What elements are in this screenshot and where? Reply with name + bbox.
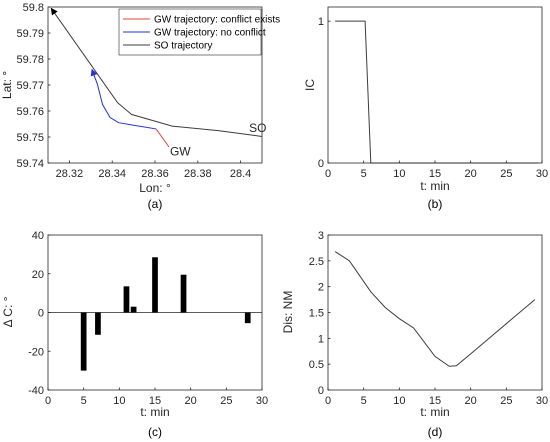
panel-a-xtick-label: 28.38 [184,168,212,180]
panel-d-series-line [334,251,536,367]
panel-b-xtick-label: 15 [429,168,441,180]
panel-d-xtick-label: 15 [429,395,441,407]
panel-a-ytick-label: 59.77 [16,80,44,92]
panel-c-bar [80,312,87,371]
panel-c-xtick-label: 10 [113,395,125,407]
panel-c-xtick-label: 5 [81,395,87,407]
panel-a-series-line [50,7,263,137]
panel-d-xtick-label: 10 [393,395,405,407]
panel-d-ticks: 0 5 10 15 20 25 30 0 0.5 1 1.5 2 2.5 3 [309,230,548,407]
panel-b-ylabel: IC [303,79,317,91]
legend-entry-so: SO trajectory [154,41,212,52]
panel-d-xtick-label: 20 [465,395,477,407]
panel-a-ytick-label: 59.74 [16,158,44,170]
panel-a-axes-box [47,6,263,164]
panel-a-trajectory-chart: 28.32 28.34 28.36 28.38 28.4 59.74 59.75 59.76 5… [0,2,280,211]
panel-c-ytick-label: 40 [32,230,44,242]
panel-c-ylabel: Δ C: ° [1,296,15,327]
panel-c-bar [130,306,137,313]
panel-c-bar [152,257,158,313]
panel-b-ytick-label: 0 [318,158,324,170]
panel-a-tick-marks [48,6,242,164]
panel-c-xtick-label: 0 [45,395,51,407]
panel-a-legend: GW trajectory: conflict exists GW trajec… [118,8,280,56]
panel-d-series [334,251,536,367]
panel-d-xtick-label: 30 [536,395,548,407]
panel-d-ytick-label: 0 [318,385,324,397]
panel-a-caption: (a) [148,197,163,211]
panel-a-annotation-gw: GW [170,144,191,158]
panel-b-xlabel: t: min [420,179,449,193]
panel-c-ticks: 0 5 10 15 20 25 30 -40 -20 0 20 40 [28,230,268,407]
panel-b-ic-chart: 0 5 10 15 20 25 30 0 1 t: min IC (b) [303,6,548,211]
panel-c-bar [123,286,130,313]
panel-d-tick-marks [327,234,543,391]
panel-b-ytick-label: 1 [318,16,324,28]
panel-b-tick-marks [327,20,543,164]
panel-a-ytick-label: 59.8 [23,2,44,14]
panel-c-axes-box [47,234,263,391]
panel-d-ylabel: Dis: NM [281,291,295,334]
panel-b-xtick-label: 5 [361,168,367,180]
panel-a-ylabel: Lat: ° [0,71,14,99]
panel-a-series-line [90,68,157,130]
panel-a-xtick-label: 28.36 [141,168,169,180]
panel-b-xtick-label: 20 [465,168,477,180]
panel-d-ytick-label: 1.5 [309,308,324,320]
panel-d-ytick-label: 2.5 [309,256,324,268]
panel-c-caption: (c) [148,425,162,439]
panel-a-ytick-label: 59.79 [16,28,44,40]
panel-d-ytick-label: 1 [318,333,324,345]
panel-d-ytick-label: 2 [318,282,324,294]
panel-b-xtick-label: 30 [536,168,548,180]
panel-c-xtick-label: 25 [220,395,232,407]
panel-d-xtick-label: 0 [325,395,331,407]
panel-a-xlabel: Lon: ° [139,181,171,195]
panel-b-series [335,20,539,164]
panel-b-axes-box [327,6,543,164]
panel-c-bar [180,274,187,313]
panel-b-ticks: 0 5 10 15 20 25 30 0 1 [318,16,548,180]
panel-a-xtick-label: 28.32 [56,168,84,180]
panel-b-caption: (b) [428,197,443,211]
panel-a-ytick-label: 59.76 [16,106,44,118]
panel-a-series-line [155,128,170,148]
panel-c-xtick-label: 20 [185,395,197,407]
panel-c-bar [244,312,251,324]
legend-entry-conflict: GW trajectory: conflict exists [154,15,280,26]
panel-b-xtick-label: 25 [500,168,512,180]
panel-c-bar [95,312,101,335]
panel-d-xtick-label: 5 [361,395,367,407]
panel-c-course-change-chart: 0 5 10 15 20 25 30 -40 -20 0 20 40 t: min Δ C: ° (c… [1,230,268,439]
panel-a-xtick-label: 28.34 [98,168,126,180]
panel-d-ytick-label: 3 [318,230,324,242]
panel-b-xtick-label: 0 [325,168,331,180]
panel-c-ytick-label: 0 [38,308,44,320]
panel-d-xtick-label: 25 [500,395,512,407]
panel-a-annotation-so: SO [249,121,266,135]
panel-c-ytick-label: 20 [32,269,44,281]
panel-c-xlabel: t: min [140,405,169,419]
panel-a-ytick-label: 59.78 [16,54,44,66]
legend-entry-no-conflict: GW trajectory: no conflict [154,28,266,39]
panel-d-xlabel: t: min [420,405,449,419]
panel-d-caption: (d) [428,425,443,439]
panel-d-axes-box [327,234,543,391]
panel-b-xtick-label: 10 [393,168,405,180]
panel-c-xtick-label: 30 [256,395,268,407]
panel-a-xtick-label: 28.4 [230,168,251,180]
panel-c-ytick-label: -20 [28,346,44,358]
panel-c-ytick-label: -40 [28,385,44,397]
panel-c-xtick-label: 15 [149,395,161,407]
panel-d-distance-chart: 0 5 10 15 20 25 30 0 0.5 1 1.5 2 2.5 3 t: min Dis: NM… [281,230,548,439]
panel-a-ytick-label: 59.75 [16,132,44,144]
panel-a-ticks: 28.32 28.34 28.36 28.38 28.4 59.74 59.75 59.76 5… [16,2,251,180]
panel-b-series-line [335,20,539,164]
panel-c-bars [48,257,262,371]
panel-d-ytick-label: 0.5 [309,359,324,371]
